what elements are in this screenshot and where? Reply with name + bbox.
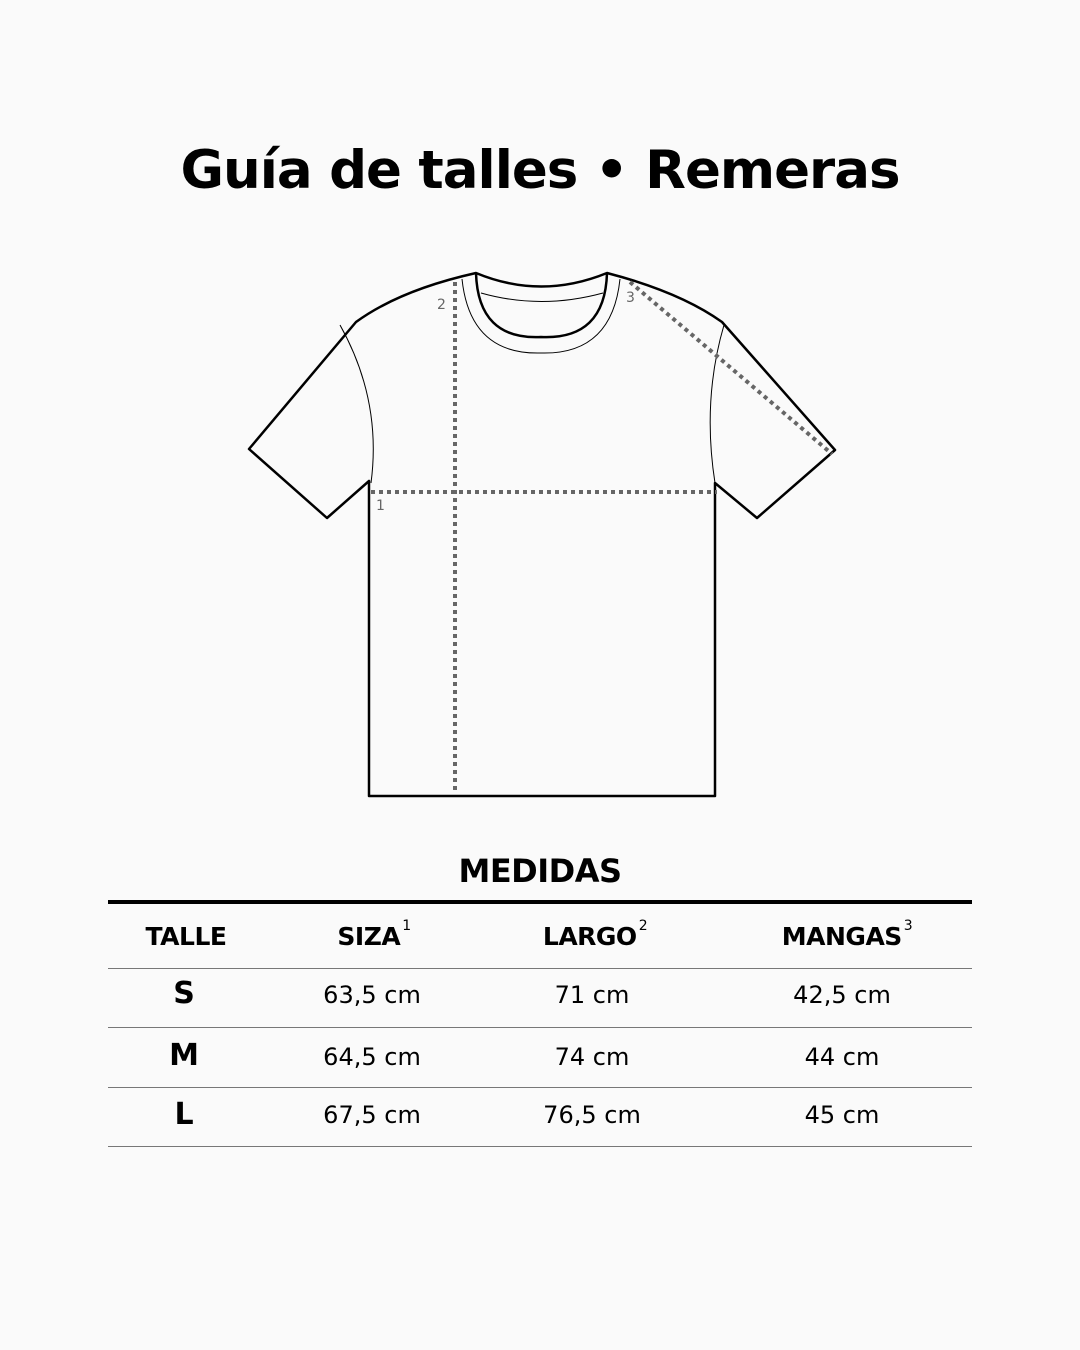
measure-label-2: 2	[437, 297, 446, 313]
measure-label-1: 1	[376, 498, 385, 514]
largo-cell: 76,5 cm	[543, 1101, 641, 1129]
size-cell: L	[174, 1097, 194, 1132]
row-divider	[108, 1146, 972, 1147]
page-title: Guía de talles • Remeras	[180, 140, 900, 201]
header-largo: LARGO 2	[542, 918, 648, 951]
row-divider	[108, 1027, 972, 1028]
measure-label-3: 3	[626, 290, 635, 306]
largo-cell: 71 cm	[554, 981, 630, 1009]
collar-inner	[474, 272, 609, 339]
row-divider	[108, 1087, 972, 1088]
header-siza: SIZA 1	[337, 918, 411, 951]
tshirt-diagram: 1 2 3	[247, 271, 837, 798]
header-talle: TALLE	[145, 922, 227, 951]
siza-cell: 64,5 cm	[323, 1043, 421, 1071]
collar-seam	[480, 292, 604, 302]
collar-outer	[461, 278, 621, 354]
mangas-cell: 44 cm	[804, 1043, 880, 1071]
siza-cell: 67,5 cm	[323, 1101, 421, 1129]
row-divider	[108, 968, 972, 969]
shirt-outline	[247, 271, 837, 798]
table-top-rule	[108, 900, 972, 904]
sleeve-seam-left	[339, 324, 374, 484]
mangas-cell: 45 cm	[804, 1101, 880, 1129]
siza-cell: 63,5 cm	[323, 981, 421, 1009]
header-mangas: MANGAS 3	[781, 918, 913, 951]
table-title: MEDIDAS	[458, 852, 622, 890]
mangas-cell: 42,5 cm	[793, 981, 891, 1009]
measure-line-mangas	[628, 280, 834, 456]
size-cell: M	[169, 1038, 199, 1073]
sleeve-seam-right	[709, 324, 725, 484]
size-cell: S	[173, 976, 195, 1011]
largo-cell: 74 cm	[554, 1043, 630, 1071]
